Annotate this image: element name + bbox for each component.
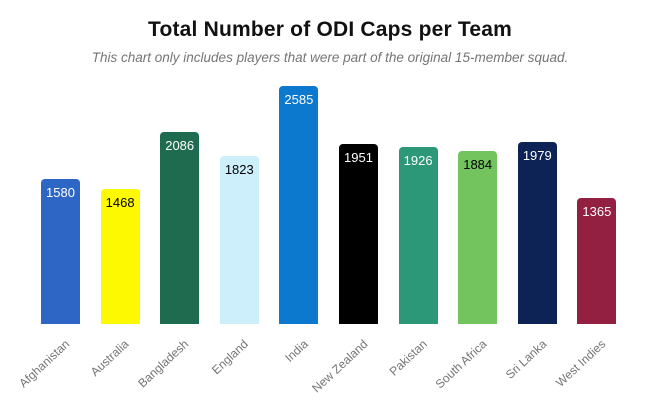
x-tick-label: Sri Lanka — [502, 336, 550, 382]
x-tick-label: South Africa — [432, 336, 490, 392]
x-tick-label: England — [209, 336, 252, 378]
bar-india[interactable]: 2585 — [279, 86, 319, 324]
bar-value-label: 2585 — [284, 92, 314, 107]
x-tick-label: Afghanistan — [16, 336, 73, 391]
bar-value-label: 1823 — [224, 162, 254, 178]
bar-value-label: 1580 — [46, 184, 75, 200]
x-tick-label: West Indies — [553, 336, 609, 390]
x-tick-label: Bangladesh — [135, 336, 192, 391]
x-tick-label: Australia — [88, 336, 132, 379]
x-tick-label: India — [282, 336, 311, 365]
bar-value-label: 1468 — [105, 194, 135, 210]
bar-south-africa[interactable]: 1884 — [458, 150, 498, 324]
bar-bangladesh[interactable]: 2086 — [160, 131, 200, 324]
bar-value-label: 1884 — [463, 156, 493, 172]
chart-subtitle: This chart only includes players that we… — [91, 50, 569, 65]
bar-australia[interactable]: 1468 — [100, 188, 140, 324]
bar-england[interactable]: 1823 — [219, 156, 259, 324]
x-tick-label: New Zealand — [309, 336, 371, 396]
bar-pakistan[interactable]: 1926 — [398, 146, 438, 324]
bar-value-label: 1979 — [522, 147, 552, 163]
bar-afghanistan[interactable]: 1580 — [41, 178, 80, 324]
x-tick-label: Pakistan — [386, 336, 430, 379]
bar-sri-lanka[interactable]: 1979 — [517, 141, 557, 324]
bar-value-label: 1951 — [344, 150, 373, 166]
bar-new-zealand[interactable]: 1951 — [339, 144, 378, 324]
chart-title: Total Number of ODI Caps per Team — [147, 18, 513, 41]
bar-value-label: 1365 — [582, 204, 612, 220]
bar-west-indies[interactable]: 1365 — [577, 198, 617, 324]
bar-value-label: 1926 — [403, 152, 433, 168]
bar-value-label: 2086 — [165, 137, 195, 153]
